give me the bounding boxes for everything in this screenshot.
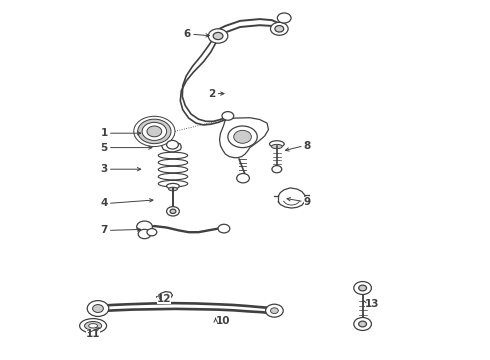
- Ellipse shape: [167, 184, 179, 189]
- Ellipse shape: [79, 319, 107, 333]
- Circle shape: [137, 221, 152, 233]
- Circle shape: [359, 285, 367, 291]
- Circle shape: [270, 22, 288, 35]
- Circle shape: [270, 308, 278, 314]
- Circle shape: [272, 166, 282, 173]
- Ellipse shape: [89, 324, 98, 328]
- Circle shape: [142, 122, 167, 140]
- Text: 10: 10: [216, 316, 230, 326]
- Circle shape: [359, 321, 367, 327]
- Ellipse shape: [270, 141, 284, 147]
- Circle shape: [147, 229, 157, 236]
- Circle shape: [277, 13, 291, 23]
- Ellipse shape: [84, 321, 102, 330]
- Ellipse shape: [169, 187, 177, 191]
- Circle shape: [237, 174, 249, 183]
- Text: 3: 3: [100, 164, 108, 174]
- Circle shape: [228, 126, 257, 148]
- Text: 9: 9: [304, 197, 311, 207]
- Circle shape: [138, 229, 151, 239]
- Circle shape: [167, 207, 179, 216]
- Text: 11: 11: [86, 329, 100, 339]
- Circle shape: [208, 29, 228, 43]
- Circle shape: [222, 112, 234, 120]
- Text: 8: 8: [304, 141, 311, 151]
- Text: 2: 2: [208, 89, 216, 99]
- Circle shape: [93, 305, 103, 312]
- Circle shape: [170, 209, 176, 213]
- Circle shape: [234, 130, 251, 143]
- Circle shape: [275, 26, 284, 32]
- Circle shape: [354, 282, 371, 294]
- Text: 7: 7: [100, 225, 108, 235]
- Circle shape: [266, 304, 283, 317]
- Circle shape: [147, 126, 162, 137]
- Text: 6: 6: [184, 29, 191, 39]
- Circle shape: [87, 301, 109, 316]
- Circle shape: [213, 32, 223, 40]
- Text: 4: 4: [100, 198, 108, 208]
- Circle shape: [134, 116, 175, 147]
- Text: 1: 1: [100, 128, 108, 138]
- Ellipse shape: [271, 144, 282, 149]
- Text: 5: 5: [100, 143, 108, 153]
- Text: 13: 13: [365, 299, 380, 309]
- Circle shape: [167, 140, 178, 149]
- Circle shape: [218, 224, 230, 233]
- Circle shape: [138, 119, 171, 144]
- Circle shape: [354, 318, 371, 330]
- Text: 12: 12: [157, 294, 172, 304]
